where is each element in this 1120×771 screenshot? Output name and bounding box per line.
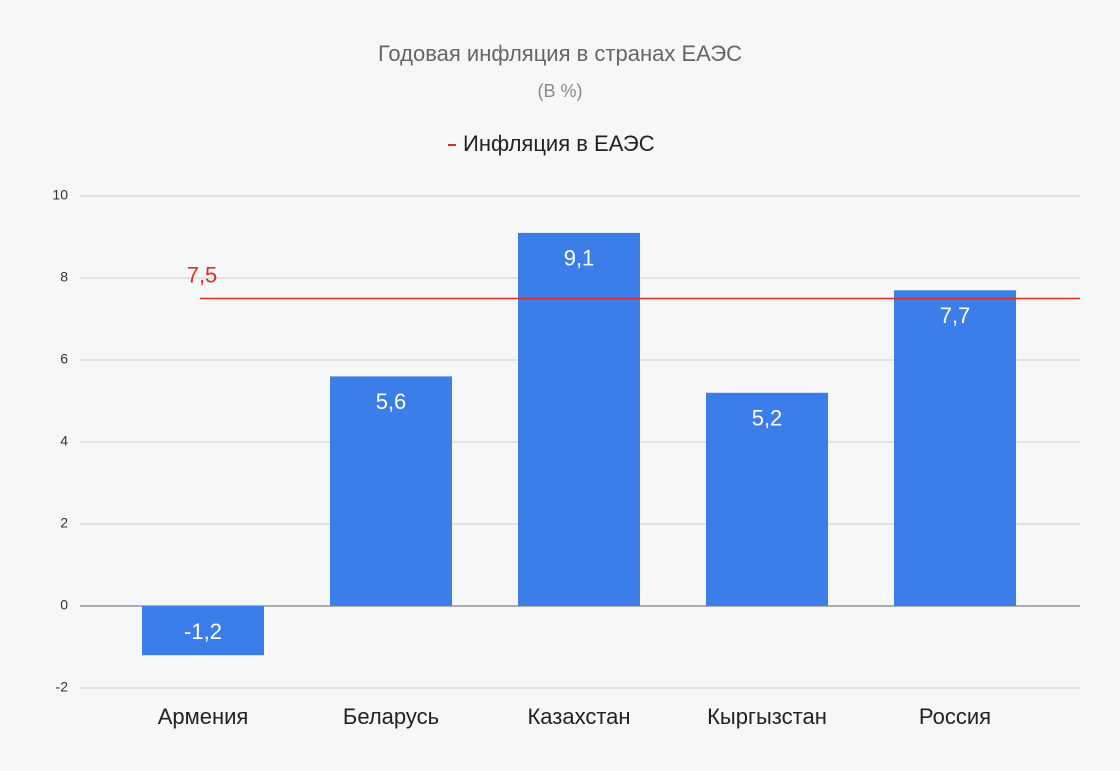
legend-label: Инфляция в ЕАЭС xyxy=(463,131,655,156)
chart-title: Годовая инфляция в странах ЕАЭС xyxy=(378,41,742,66)
y-tick-label: 6 xyxy=(60,351,68,367)
y-tick-label: -2 xyxy=(56,679,69,695)
y-tick-label: 0 xyxy=(60,597,68,613)
x-tick-label: Беларусь xyxy=(343,704,439,729)
data-label: 7,7 xyxy=(940,303,971,328)
y-tick-label: 4 xyxy=(60,433,68,449)
chart-subtitle: (В %) xyxy=(538,81,583,101)
bar xyxy=(330,376,452,606)
bar xyxy=(518,232,640,606)
x-tick-label: Казахстан xyxy=(527,704,630,729)
x-tick-label: Армения xyxy=(158,704,249,729)
bar xyxy=(894,290,1016,606)
x-tick-label: Россия xyxy=(919,704,991,729)
x-tick-label: Кыргызстан xyxy=(707,704,827,729)
reference-label: 7,5 xyxy=(187,262,218,287)
bar xyxy=(706,392,828,606)
y-tick-label: 10 xyxy=(52,187,68,203)
bar xyxy=(142,606,264,656)
y-tick-label: 8 xyxy=(60,269,68,285)
data-label: 5,2 xyxy=(752,406,783,431)
y-tick-label: 2 xyxy=(60,515,68,531)
data-label: 9,1 xyxy=(564,246,595,271)
data-label: 5,6 xyxy=(376,389,407,414)
data-label: -1,2 xyxy=(184,619,222,644)
